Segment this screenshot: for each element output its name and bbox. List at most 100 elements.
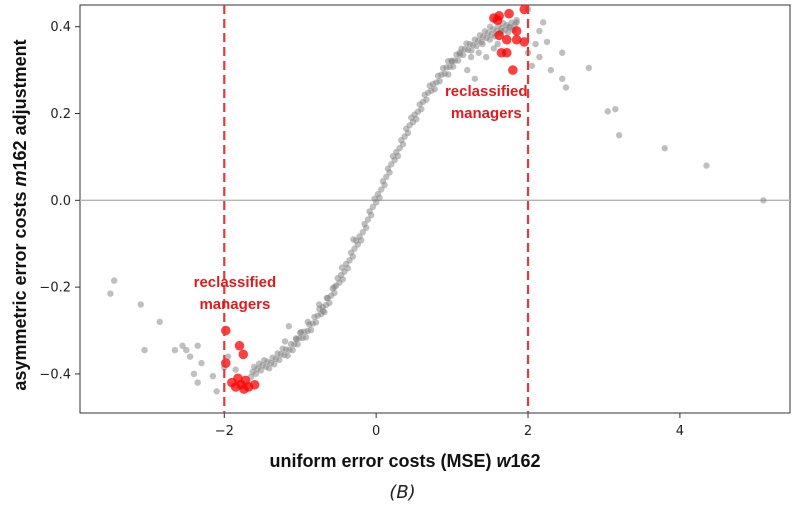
- data-point: [281, 338, 289, 345]
- axis-title-part: asymmetric error costs: [10, 186, 30, 390]
- data-point: [449, 63, 457, 70]
- reclassified-point: [494, 11, 504, 21]
- data-point: [528, 62, 536, 69]
- x-axis-title: uniform error costs (MSE) w162: [269, 451, 540, 471]
- data-point: [302, 334, 310, 341]
- data-point: [703, 162, 710, 169]
- data-point: [285, 322, 293, 330]
- data-point: [271, 361, 278, 368]
- y-tick-label: 0.0: [50, 194, 71, 209]
- axis-title-part: uniform error costs (MSE): [269, 451, 496, 471]
- data-point: [543, 38, 551, 46]
- data-point: [368, 211, 375, 219]
- data-point: [364, 216, 372, 223]
- axis-title-part: m: [10, 170, 30, 186]
- data-point: [137, 301, 144, 308]
- data-point: [156, 318, 163, 326]
- data-point: [349, 253, 357, 260]
- y-tick-label: 0.2: [50, 107, 71, 122]
- reclassified-point: [494, 30, 504, 41]
- reclassified-point: [239, 384, 249, 394]
- reclassified-point: [504, 8, 514, 19]
- annotation-reclassified-managers: reclassified managers: [194, 274, 277, 313]
- reclassified-point: [511, 34, 522, 45]
- data-point: [661, 145, 668, 152]
- reclassified-point: [501, 34, 512, 45]
- data-point: [468, 47, 475, 54]
- reclassified-point: [220, 358, 231, 368]
- y-tick-label: 0.4: [50, 20, 71, 35]
- data-point: [359, 228, 367, 236]
- data-point: [107, 290, 114, 297]
- data-point: [404, 129, 412, 137]
- data-point: [454, 57, 462, 64]
- reclassified-point: [508, 65, 518, 75]
- data-point: [536, 27, 543, 35]
- data-point: [418, 105, 425, 113]
- data-point: [326, 299, 333, 307]
- data-point: [473, 42, 480, 50]
- data-point: [307, 326, 315, 334]
- data-point: [547, 66, 555, 74]
- data-point: [194, 379, 201, 386]
- data-point: [386, 169, 393, 176]
- reclassified-point: [511, 26, 522, 36]
- data-point: [232, 366, 239, 373]
- data-point: [331, 289, 338, 297]
- data-point: [213, 388, 220, 395]
- data-point: [376, 194, 383, 201]
- data-point: [362, 224, 370, 231]
- data-point: [558, 75, 566, 82]
- data-point: [344, 265, 352, 272]
- data-point: [604, 108, 611, 115]
- annotation-line: managers: [199, 296, 270, 313]
- data-point: [252, 370, 260, 377]
- data-point: [471, 75, 479, 82]
- annotation-line: reclassified: [194, 274, 277, 291]
- annotation-line: managers: [451, 105, 522, 122]
- data-point: [209, 372, 217, 380]
- x-tick-label: 0: [372, 424, 380, 439]
- data-point: [257, 367, 265, 374]
- reclassified-point: [238, 349, 249, 360]
- axis-title-part: 162: [511, 451, 541, 471]
- y-axis-title: asymmetric error costs m162 adjustment: [10, 39, 30, 390]
- plot-frame: [79, 4, 791, 414]
- data-point: [186, 353, 194, 360]
- data-point: [490, 45, 498, 52]
- data-point: [399, 141, 407, 148]
- x-tick-label: −2: [215, 424, 234, 439]
- x-tick-label: 4: [676, 424, 684, 439]
- data-point: [369, 203, 377, 211]
- reclassified-point: [519, 4, 530, 15]
- data-point: [464, 66, 471, 74]
- axis-title-part: w: [496, 451, 511, 471]
- data-point: [179, 342, 186, 349]
- data-point: [612, 105, 619, 113]
- data-point: [467, 53, 475, 61]
- data-point: [431, 85, 438, 93]
- data-point: [383, 173, 390, 181]
- data-point: [190, 370, 198, 378]
- y-tick-label: −0.4: [39, 367, 71, 382]
- data-point: [339, 276, 346, 283]
- data-point: [284, 352, 291, 359]
- data-point: [381, 181, 388, 189]
- gray-points-series: [107, 6, 767, 395]
- data-point: [321, 308, 328, 316]
- data-point: [294, 341, 301, 348]
- data-point: [459, 51, 467, 59]
- data-point: [540, 19, 547, 26]
- data-point: [171, 346, 179, 354]
- data-point: [562, 84, 570, 91]
- reclassified-point: [234, 340, 245, 351]
- data-point: [183, 346, 190, 354]
- reclassified-points-series: [220, 4, 530, 394]
- data-point: [505, 29, 512, 36]
- annotation-reclassified-managers: reclassified managers: [445, 83, 528, 122]
- data-point: [486, 36, 494, 43]
- reclassified-point: [501, 47, 512, 58]
- data-point: [198, 359, 205, 367]
- data-point: [483, 53, 490, 61]
